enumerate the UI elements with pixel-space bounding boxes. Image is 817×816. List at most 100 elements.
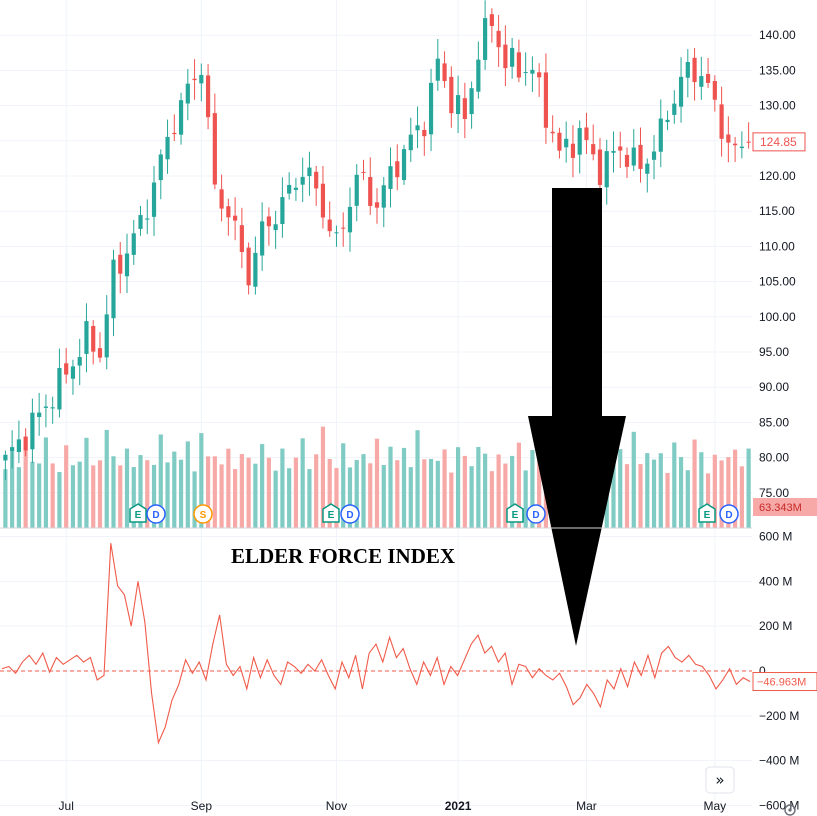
volume-bar: [138, 455, 143, 528]
candle: [591, 124, 596, 161]
candle-body: [97, 348, 103, 358]
candle-body: [347, 206, 353, 233]
candle-body: [178, 100, 184, 135]
candle: [158, 149, 163, 200]
candle-body: [692, 57, 697, 83]
price-tick-label: 130.00: [759, 99, 796, 113]
candle-body: [50, 407, 55, 409]
candle-body: [219, 189, 224, 209]
volume-bar: [347, 467, 353, 528]
candle-body: [435, 58, 440, 81]
candle-body: [84, 321, 89, 354]
earnings-badge-shape: [506, 503, 524, 523]
volume-bar: [415, 430, 420, 528]
candle: [111, 249, 116, 337]
down-arrow: [528, 188, 626, 646]
candle: [260, 202, 265, 271]
volume-bar: [469, 466, 474, 528]
candle: [705, 58, 711, 88]
candle-body: [489, 14, 494, 27]
price-tick-label: 140.00: [759, 28, 796, 42]
candle-body: [374, 202, 380, 208]
candle: [428, 68, 434, 152]
volume-bar: [91, 465, 96, 528]
candle-body: [611, 151, 616, 153]
volume-bar: [395, 460, 400, 528]
volume-bar: [327, 458, 332, 528]
candle: [503, 25, 508, 87]
candle: [70, 359, 76, 395]
candle-body: [10, 447, 15, 452]
candle-body: [381, 185, 386, 208]
candle: [449, 66, 454, 128]
volume-bar: [611, 463, 616, 528]
candle-body: [361, 171, 366, 173]
candle-body: [30, 412, 35, 450]
time-axis[interactable]: Jul Sep Nov 2021 Mar May: [59, 799, 727, 813]
candle-body: [212, 113, 217, 185]
volume-bar: [672, 442, 677, 528]
split-badge-label: S: [200, 510, 207, 521]
indicator-title: ELDER FORCE INDEX: [231, 544, 455, 568]
volume-bar: [476, 446, 481, 528]
candle-body: [239, 225, 244, 253]
volume-bar: [185, 441, 190, 528]
candle: [550, 115, 555, 143]
price-axis[interactable]: 140.00135.00130.00125.00120.00115.00110.…: [752, 28, 817, 516]
candle-body: [388, 166, 393, 189]
candle-body: [253, 252, 258, 287]
volume-bar: [307, 469, 312, 528]
candle: [10, 430, 15, 469]
volume-bar: [226, 448, 231, 528]
candle: [205, 64, 211, 130]
candle: [219, 174, 224, 222]
candle-body: [449, 76, 454, 114]
time-tick-label: Nov: [326, 799, 347, 813]
candle-body: [111, 259, 116, 319]
settings-button[interactable]: [784, 804, 796, 816]
scroll-to-latest-button[interactable]: »: [705, 766, 735, 794]
candle-body: [287, 185, 292, 194]
candle-body: [327, 219, 332, 232]
dividend-badge-label: D: [725, 510, 732, 521]
candle: [523, 52, 528, 86]
candle-body: [651, 151, 657, 160]
candle-body: [564, 138, 569, 148]
candle: [327, 201, 332, 237]
time-tick-label: Mar: [576, 799, 597, 813]
candle-body: [618, 146, 623, 151]
volume-bar: [692, 439, 697, 528]
earnings-badge-label: E: [135, 510, 142, 521]
volume-bar: [172, 451, 177, 528]
volume-bar: [37, 463, 42, 528]
time-tick-label: Sep: [191, 799, 213, 813]
volume-bar: [354, 459, 359, 528]
split-badge-shape: [193, 504, 213, 524]
candle-body: [570, 143, 576, 158]
candle: [651, 135, 657, 180]
candle-body: [165, 136, 170, 160]
candle: [422, 121, 427, 156]
candle-body: [172, 132, 177, 135]
candle-body: [678, 76, 684, 107]
candle: [631, 129, 636, 172]
volume-bar: [151, 464, 157, 528]
candle-body: [320, 183, 326, 218]
candle: [23, 428, 28, 457]
candle-body: [57, 368, 62, 410]
candle: [192, 59, 197, 100]
candle: [246, 242, 251, 295]
candle-body: [266, 216, 271, 227]
earnings-marker: E: [698, 503, 716, 523]
candle: [719, 86, 724, 157]
candle: [712, 75, 717, 112]
candle-body: [597, 149, 603, 185]
force-value-label: −46.963M: [757, 677, 806, 689]
candle: [77, 338, 82, 386]
candle-body: [354, 174, 359, 206]
force-series-line: [1, 543, 751, 745]
candle-body: [341, 227, 346, 229]
